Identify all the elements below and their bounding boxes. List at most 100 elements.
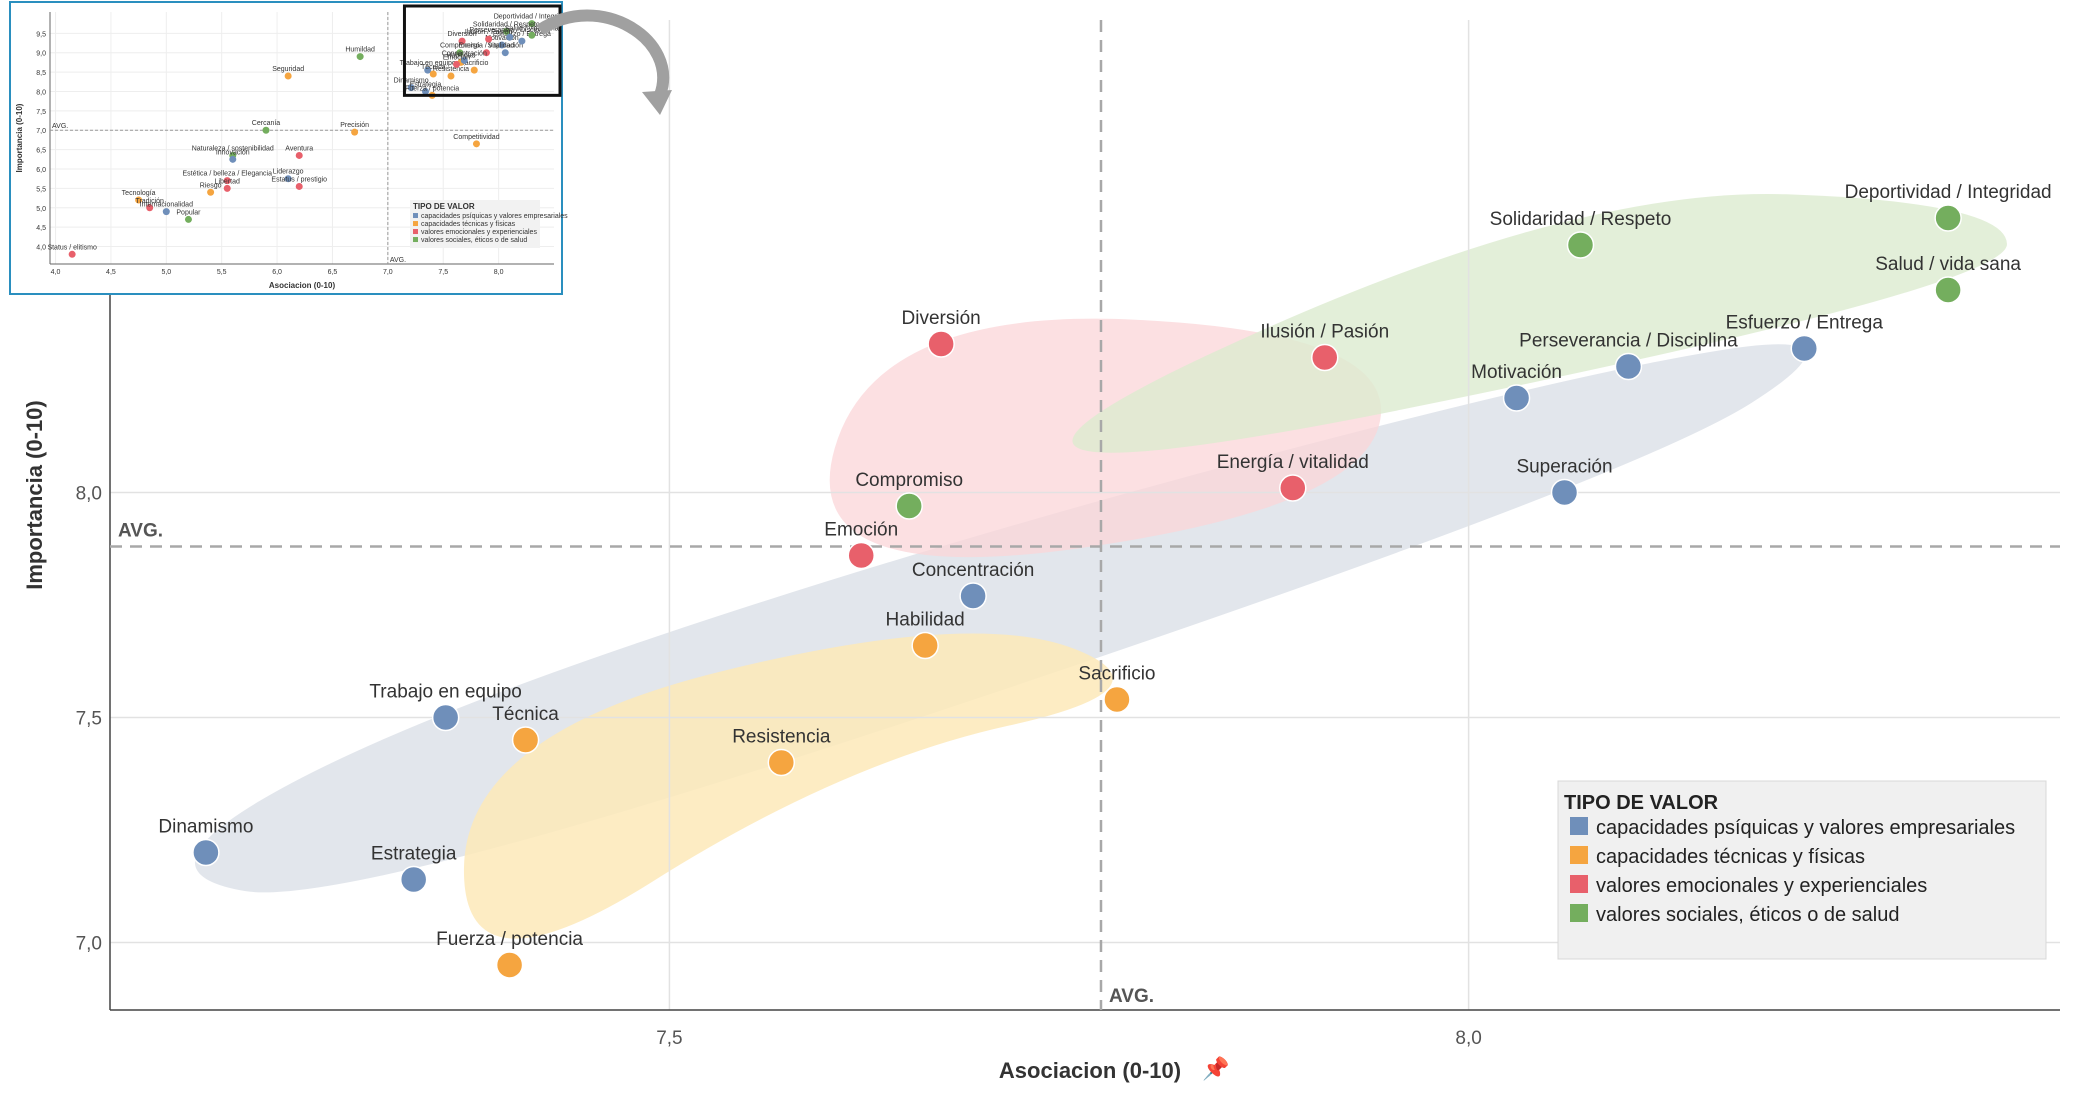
inset-data-point (68, 250, 76, 258)
avg-x-label: AVG. (1109, 986, 1154, 1007)
inset-x-tick: 6,5 (328, 269, 338, 276)
data-point[interactable] (895, 492, 923, 520)
inset-data-point (472, 140, 480, 148)
inset-y-tick: 6,5 (36, 148, 46, 155)
y-axis-title: Importancia (0-10) (22, 400, 47, 590)
data-point[interactable] (1934, 204, 1962, 232)
data-point[interactable] (1614, 352, 1643, 381)
inset-legend-swatch (413, 221, 418, 227)
inset-y-tick: 9,5 (36, 31, 46, 38)
pin-icon: 📌 (1202, 1055, 1229, 1081)
data-points: Deportividad / Integridad Solidaridad / R… (158, 182, 2052, 979)
inset-y-tick: 9,0 (36, 51, 46, 58)
inset-data-point (470, 66, 478, 74)
inset-data-point (506, 33, 514, 41)
data-point-label: Emoción (824, 520, 898, 541)
zoom-arrow-head-icon (642, 90, 672, 115)
inset-data-label: Ilusión / Pasión (465, 29, 513, 36)
inset-data-label: Salud / vida sana (505, 25, 559, 32)
inset-data-point (528, 20, 536, 28)
inset-data-point (456, 49, 464, 57)
inset-data-point (429, 70, 437, 78)
inset-data-label: Concentración (442, 50, 487, 57)
data-point-label: Resistencia (732, 727, 831, 748)
data-point[interactable] (1566, 231, 1595, 259)
inset-data-point (146, 204, 154, 212)
data-point-label: Salud / vida sana (1875, 254, 2021, 275)
inset-data-point (223, 177, 231, 185)
y-tick-label: 7,5 (76, 709, 102, 730)
inset-data-label: Competitividad (453, 134, 499, 141)
data-point-label: Perseverancia / Disciplina (1519, 331, 1738, 352)
legend: TIPO DE VALOR capacidades psíquicas y va… (1557, 780, 2047, 960)
data-point[interactable] (1502, 384, 1531, 412)
inset-data-label: Precisión (340, 122, 369, 129)
data-point-label: Compromiso (855, 470, 963, 491)
inset-x-tick: 4,0 (51, 269, 61, 276)
data-point[interactable] (1550, 478, 1579, 507)
data-point[interactable] (959, 582, 987, 610)
data-point-label: Diversión (902, 308, 981, 329)
inset-data-label: Naturaleza / sostenibilidad (192, 145, 274, 152)
avg-y-label: AVG. (118, 521, 163, 542)
inset-data-point (295, 151, 303, 159)
inset-data-point (262, 126, 270, 134)
inset-data-point (351, 128, 359, 136)
data-point[interactable] (511, 726, 540, 754)
inset-legend-label: capacidades técnicas y físicas (421, 221, 516, 228)
inset-data-point (422, 87, 430, 95)
data-point[interactable] (847, 541, 875, 570)
inset-data-label: Emoción (443, 54, 470, 61)
data-point[interactable] (1934, 276, 1962, 304)
legend-label: capacidades psíquicas y valores empresar… (1596, 817, 2015, 839)
inset-y-tick: 5,0 (36, 206, 46, 213)
inset-data-label: Energía / vitalidad (458, 43, 514, 50)
inset-data-label: Status / elitismo (47, 244, 97, 251)
inset-data-label: Tecnología (122, 190, 156, 197)
legend-items: capacidades psíquicas y valores empresar… (1570, 817, 2015, 926)
data-point-label: Motivación (1471, 362, 1562, 383)
data-point[interactable] (495, 951, 524, 979)
inset-data-point (501, 49, 509, 57)
data-point[interactable] (927, 330, 955, 358)
inset-data-label: Estatus / prestigio (271, 176, 327, 183)
inset-data-point (229, 155, 237, 163)
inset-x-tick: 5,5 (217, 269, 227, 276)
inset-data-label: Liderazgo (273, 169, 304, 176)
data-point[interactable] (431, 703, 460, 732)
data-point-label: Deportividad / Integridad (1845, 182, 2052, 203)
data-point[interactable] (1103, 685, 1131, 714)
x-axis-title: Asociacion (0-10) (999, 1058, 1181, 1083)
legend-swatch (1570, 846, 1588, 864)
inset-x-tick: 5,0 (161, 269, 171, 276)
data-point-label: Esfuerzo / Entrega (1726, 313, 1884, 334)
y-tick-label: 8,0 (76, 484, 102, 505)
inset-data-point (518, 37, 526, 45)
inset-data-point (502, 27, 510, 35)
data-point[interactable] (399, 865, 428, 894)
data-point[interactable] (1311, 343, 1339, 372)
data-point-label: Dinamismo (158, 817, 253, 838)
data-point-label: Ilusión / Pasión (1260, 322, 1389, 343)
data-point[interactable] (1279, 474, 1307, 502)
inset-data-label: Libertad (215, 178, 240, 185)
inset-data-point (453, 60, 461, 68)
data-point[interactable] (767, 748, 796, 777)
inset-data-label: Popular (176, 209, 201, 216)
data-point-label: Superación (1516, 457, 1612, 478)
inset-data-point (458, 37, 466, 45)
data-point-label: Solidaridad / Respeto (1490, 209, 1672, 230)
data-point[interactable] (1790, 334, 1819, 363)
data-point-label: Energía / vitalidad (1217, 452, 1369, 473)
data-point[interactable] (192, 838, 220, 867)
inset-y-tick: 4,0 (36, 245, 46, 252)
inset-zoom-box (402, 4, 562, 97)
inset-data-point (356, 53, 364, 61)
inset-data-point (162, 208, 170, 216)
inset-y-axis-title: Importancia (0-10) (15, 103, 24, 172)
inset-data-label: Fuerza / potencia (405, 85, 459, 92)
data-point[interactable] (911, 631, 939, 660)
inset-data-point (407, 84, 415, 92)
inset-y-tick: 8,0 (36, 89, 46, 96)
